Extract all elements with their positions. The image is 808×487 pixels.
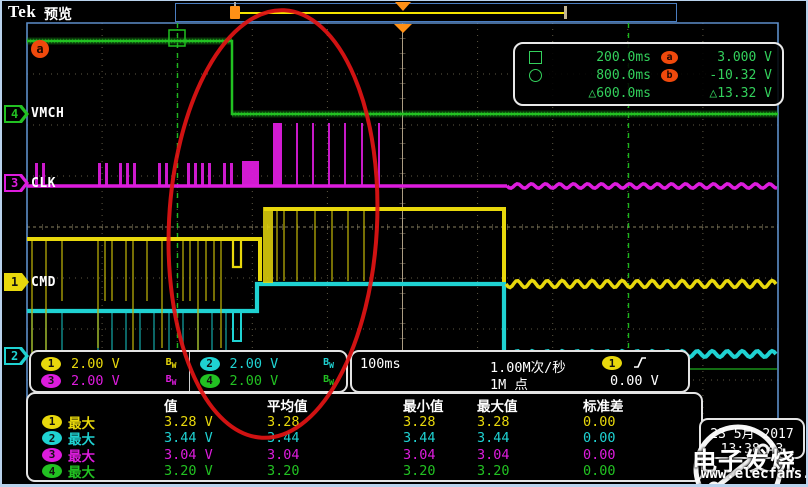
measurement-row-ch1: 1 最大 3.28 V 3.28 3.28 3.28 0.00	[36, 412, 701, 432]
channel-1-badge: 1	[42, 414, 62, 429]
circle-cursor-icon	[529, 68, 542, 82]
cursor-delta-voltage: △13.32 V	[709, 85, 772, 101]
channel-2-badge[interactable]: 2	[199, 356, 220, 371]
measurement-header-row: 值 平均值 最小值 最大值 标准差	[36, 395, 701, 415]
channel-3-reference-tag[interactable]: 3	[4, 174, 29, 192]
expansion-point-triangle-icon[interactable]	[395, 2, 411, 11]
tek-logo: Tek	[8, 2, 37, 21]
channel-4-badge[interactable]: 4	[199, 373, 220, 388]
acquisition-mode-label: 预览	[44, 7, 72, 23]
channel-3-scale-row[interactable]: 3 2.00 V BW	[41, 372, 183, 389]
square-cursor-icon	[529, 50, 542, 64]
channel-3-name-label: CLK	[31, 176, 56, 191]
cursor-readout-box: 200.0ms a 3.000 V 800.0ms b -10.32 V △60…	[513, 42, 784, 106]
channel-1-reference-tag[interactable]: 1	[4, 273, 29, 291]
cursor-a-badge: a	[661, 50, 678, 64]
channel-2-badge: 2	[42, 431, 62, 445]
bandwidth-limit-icon: BW	[165, 357, 177, 370]
cursor-a-level-badge: a	[31, 40, 49, 58]
record-expansion-tick	[564, 6, 567, 19]
measurement-row-ch4: 4 最大 3.20 V 3.20 3.20 3.20 0.00	[36, 461, 701, 481]
time-per-division: 100ms	[360, 356, 401, 372]
channel-4-reference-tag[interactable]: 4	[4, 105, 29, 123]
record-length: 1M 点	[490, 377, 528, 393]
bandwidth-limit-icon: BW	[323, 357, 334, 370]
cursor-a-voltage: 3.000 V	[717, 49, 772, 65]
header-value: 值	[164, 399, 178, 415]
record-view-bar[interactable]	[175, 2, 677, 22]
channel-4-scale-row[interactable]: 4 2.00 V BW	[199, 372, 341, 389]
watermark-site-url: www.elecfans.com	[701, 466, 806, 482]
channel-2-reference-tag[interactable]: 2	[4, 347, 29, 365]
channel-3-badge[interactable]: 3	[41, 373, 61, 388]
trace-ch2	[27, 281, 507, 353]
header-stddev: 标准差	[583, 399, 624, 415]
header-min: 最小值	[403, 399, 444, 415]
cursor-delta-time: △600.0ms	[588, 85, 651, 101]
channel-2-scale: 2.00 V	[229, 355, 279, 372]
bandwidth-limit-icon: BW	[165, 374, 177, 387]
trigger-position-triangle-icon	[394, 24, 412, 33]
bandwidth-limit-icon: BW	[323, 374, 334, 387]
channel-1-scale-row[interactable]: 1 2.00 V BW	[41, 355, 183, 372]
horizontal-trigger-box: 100ms 1.00M次/秒 1M 点 1 0.00 V	[350, 350, 690, 393]
measurement-table: 值 平均值 最小值 最大值 标准差 1 最大 3.28 V 3.28 3.28 3.2…	[26, 392, 703, 482]
cursor-b-time: 800.0ms	[596, 67, 651, 83]
cursor-b-voltage: -10.32 V	[709, 67, 772, 83]
record-trigger-marker-icon[interactable]	[230, 2, 240, 19]
channel-1-scale: 2.00 V	[71, 355, 120, 372]
measurement-row-ch2: 2 最大 3.44 V 3.44 3.44 3.44 0.00	[36, 428, 701, 448]
channel-3-badge: 3	[42, 447, 62, 462]
channel-1-badge[interactable]: 1	[41, 356, 61, 371]
record-window-line	[236, 12, 566, 14]
channel-2-scale-row[interactable]: 2 2.00 V BW	[199, 355, 341, 372]
channel-4-scale: 2.00 V	[229, 372, 279, 389]
cursor-a-time: 200.0ms	[596, 49, 651, 65]
cursor-a-square-marker	[168, 29, 186, 47]
header-max: 最大值	[477, 399, 518, 415]
rising-edge-icon	[632, 355, 648, 375]
cursor-b-badge: b	[661, 68, 678, 82]
header-mean: 平均值	[267, 399, 308, 415]
trigger-source-badge[interactable]: 1	[602, 356, 622, 370]
trigger-level: 0.00 V	[610, 373, 659, 389]
trace-ch1	[27, 237, 262, 281]
channel-4-name-label: VMCH	[31, 106, 65, 121]
channel-4-badge: 4	[42, 464, 62, 478]
channel-3-scale: 2.00 V	[71, 372, 120, 389]
vertical-scale-box: 1 2.00 V BW 3 2.00 V BW 2 2.00 V BW 4 2.…	[29, 350, 348, 393]
channel-1-name-label: CMD	[31, 275, 56, 290]
date-label: 23 5月 2017	[710, 427, 794, 442]
measurement-row-ch3: 3 最大 3.04 V 3.04 3.04 3.04 0.00	[36, 445, 701, 465]
